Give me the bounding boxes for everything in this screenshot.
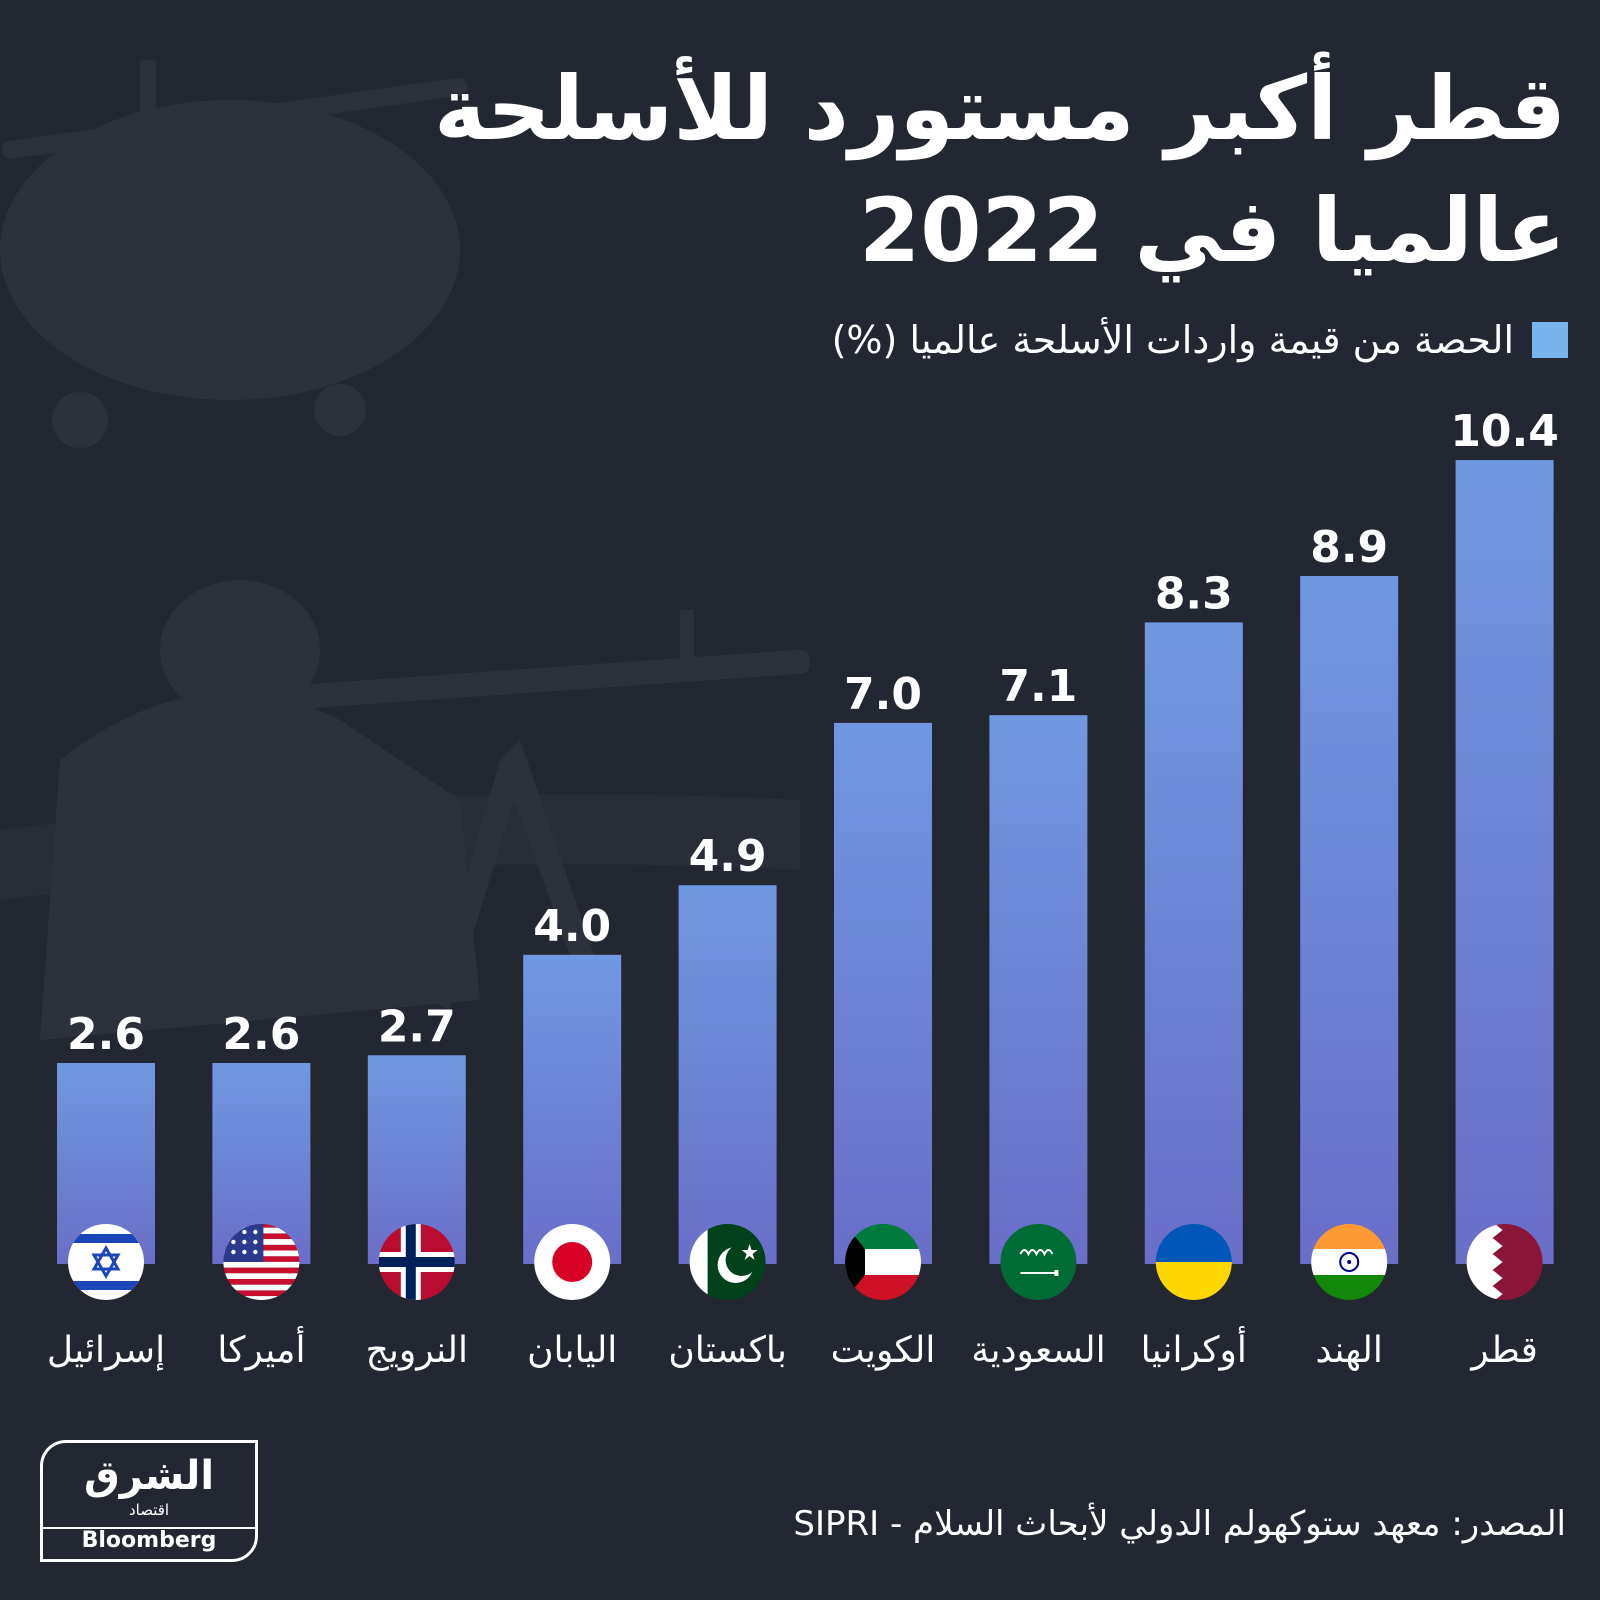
norway-flag-icon xyxy=(378,1224,455,1300)
bar-value-label: 8.3 xyxy=(1155,568,1233,619)
bar-10 xyxy=(1455,460,1554,1265)
bar-value-label: 10.4 xyxy=(1450,406,1559,457)
logo-sub: اقتصاد xyxy=(128,1501,170,1519)
bar-4 xyxy=(523,954,622,1264)
bar-9 xyxy=(1300,576,1399,1264)
bar-value-label: 2.6 xyxy=(222,1009,300,1060)
bar-value-label: 7.1 xyxy=(999,661,1077,712)
page-title: قطر أكبر مستورد للأسلحة عالميا في 2022 xyxy=(433,57,1566,282)
bar-value-label: 2.7 xyxy=(378,1001,456,1052)
bar-7 xyxy=(989,715,1088,1264)
category-label: إسرائيل xyxy=(47,1330,165,1371)
source-note: المصدر: معهد ستوكهولم الدولي لأبحاث السل… xyxy=(793,1504,1566,1544)
bar-5 xyxy=(678,885,777,1264)
category-label: أميركا xyxy=(217,1326,305,1371)
logo-divider xyxy=(43,1527,255,1529)
bar-value-label: 4.9 xyxy=(689,831,767,882)
category-label: اليابان xyxy=(527,1330,617,1371)
israel-flag-icon xyxy=(68,1224,144,1300)
bar-6 xyxy=(834,722,932,1264)
asharq-bloomberg-logo: الشرق اقتصاد Bloomberg xyxy=(40,1440,258,1562)
category-label: الهند xyxy=(1316,1330,1383,1371)
japan-flag-icon xyxy=(534,1224,611,1300)
bar-value-label: 7.0 xyxy=(844,669,922,720)
logo-arabic: الشرق xyxy=(83,1453,215,1499)
logo-english: Bloomberg xyxy=(81,1528,217,1553)
bar-8 xyxy=(1144,622,1243,1264)
legend-swatch xyxy=(1532,322,1568,358)
chart-legend: الحصة من قيمة واردات الأسلحة عالميا (%) xyxy=(832,318,1568,362)
category-label: السعودية xyxy=(971,1330,1105,1371)
legend-label: الحصة من قيمة واردات الأسلحة عالميا (%) xyxy=(831,318,1514,362)
bar-value-label: 2.6 xyxy=(67,1009,145,1060)
category-label: باكستان xyxy=(668,1330,787,1371)
usa-flag-icon xyxy=(223,1224,300,1300)
category-label: أوكرانيا xyxy=(1141,1326,1247,1371)
pakistan-flag-icon xyxy=(689,1224,766,1300)
saudi-flag-icon xyxy=(1000,1224,1077,1300)
bar-value-label: 4.0 xyxy=(533,901,611,952)
qatar-flag-icon xyxy=(1466,1224,1543,1300)
category-label: الكويت xyxy=(831,1330,936,1371)
bar-value-label: 8.9 xyxy=(1310,522,1388,573)
category-label: قطر xyxy=(1469,1330,1538,1371)
category-label: النرويج xyxy=(366,1330,468,1371)
